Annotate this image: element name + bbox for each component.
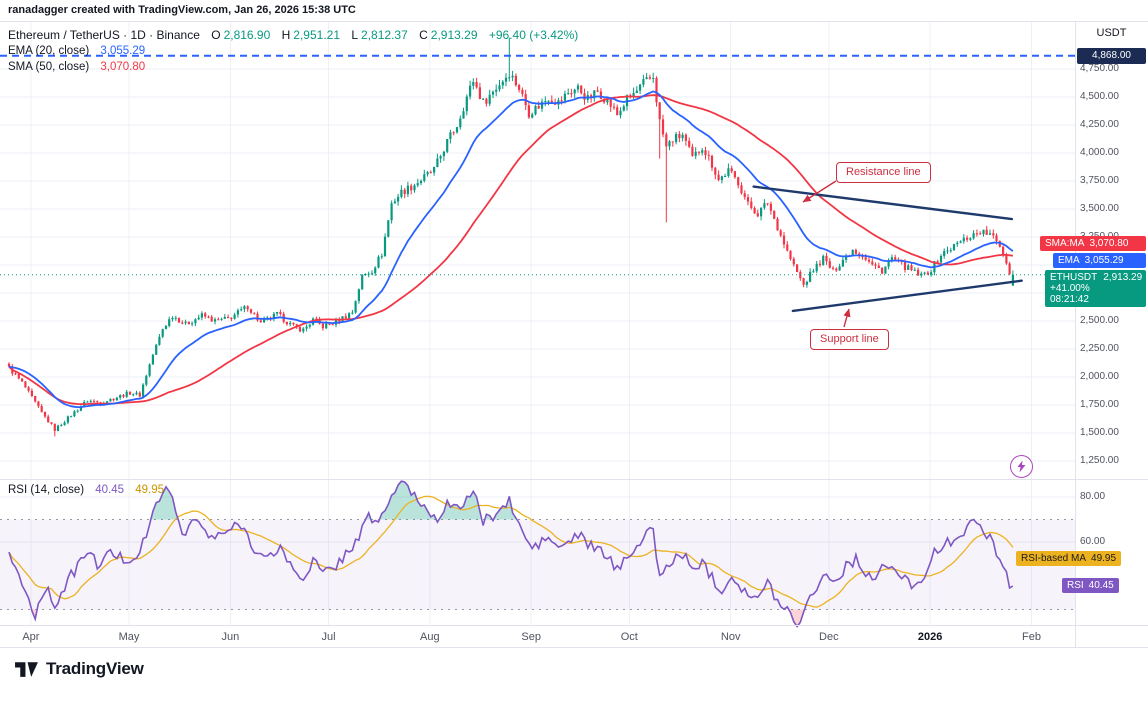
attribution-bar: ranadagger created with TradingView.com,… [0, 0, 1148, 22]
trendline-price-badge: 4,868.00 [1077, 48, 1146, 64]
rsi-legend-row[interactable]: RSI (14, close) 40.45 49.95 [8, 484, 164, 496]
rsi-ma-badge-value: 49.95 [1091, 553, 1117, 564]
rsi-ma-value-badge: RSI-based MA 49.95 [1016, 551, 1122, 566]
close-label: C [419, 28, 428, 42]
low-label: L [351, 28, 359, 42]
change-value: +96.40 (+3.42%) [488, 28, 579, 42]
low-value: 2,812.37 [361, 28, 408, 42]
ema-price-badge: EMA 3,055.29 [1053, 253, 1146, 268]
sma-legend-value: 3,070.80 [100, 61, 146, 73]
resistance-trendline[interactable] [752, 185, 1014, 221]
rsi-ma-legend-value: 49.95 [135, 484, 165, 496]
ema-badge-value: 3,055.29 [1084, 255, 1124, 266]
high-label: H [281, 28, 291, 42]
open-label: O [211, 28, 221, 42]
attribution-text: ranadagger created with TradingView.com,… [8, 4, 356, 16]
candles-layer [7, 37, 1014, 437]
rsi-value-badge: RSI 40.45 [1062, 578, 1119, 593]
support-annotation-arrow [843, 308, 851, 328]
sma-price-badge: SMA:MA 3,070.80 [1040, 236, 1146, 251]
lightning-bolt-icon [1017, 460, 1026, 473]
support-trendline[interactable] [791, 279, 1023, 313]
close-value: 2,913.29 [430, 28, 478, 42]
rsi-band [0, 519, 1075, 610]
rsi-ma-badge-label: RSI-based MA [1021, 553, 1087, 564]
support-annotation[interactable]: Support line [810, 329, 889, 350]
price-scale-currency-label: USDT [1096, 27, 1127, 39]
resistance-annotation[interactable]: Resistance line [836, 162, 931, 183]
last-price-badge: ETHUSDT 2,913.29 +41.00% 08:21:42 [1045, 270, 1146, 307]
ema-badge-label: EMA [1058, 255, 1080, 266]
rsi-line [8, 480, 1014, 628]
sma-badge-value: 3,070.80 [1089, 238, 1129, 249]
last-price-value: 2,913.29 [1103, 272, 1143, 283]
rsi-badge-label: RSI [1067, 580, 1084, 591]
last-price-ticker: ETHUSDT [1050, 272, 1098, 283]
bar-countdown: 08:21:42 [1050, 294, 1089, 305]
grid-layer [0, 22, 1075, 626]
tradingview-logo[interactable]: TradingView [14, 656, 144, 681]
symbol-title: Ethereum / TetherUS · 1D · Binance [8, 28, 200, 42]
pane-separators [0, 22, 1148, 648]
last-price-change-pct: +41.00% [1050, 283, 1090, 294]
tradingview-logo-text: TradingView [46, 658, 144, 678]
symbol-legend-row[interactable]: Ethereum / TetherUS · 1D · Binance O 2,81… [8, 28, 578, 42]
sma-legend-label: SMA (50, close) [8, 61, 90, 73]
ema-legend-row[interactable]: EMA (20, close) 3,055.29 [8, 45, 145, 57]
tradingview-mark-icon [15, 662, 38, 677]
resistance-annotation-arrow [802, 180, 837, 203]
rsi-legend-value: 40.45 [95, 484, 125, 496]
ema-legend-value: 3,055.29 [100, 45, 146, 57]
ema-legend-label: EMA (20, close) [8, 45, 90, 57]
sma-badge-label: SMA:MA [1045, 238, 1085, 249]
time-axis[interactable] [0, 626, 1075, 647]
sma-50-line [8, 94, 1014, 406]
flash-boost-button[interactable] [1010, 455, 1033, 478]
ema-20-line [8, 90, 1014, 409]
high-value: 2,951.21 [293, 28, 341, 42]
rsi-legend-label: RSI (14, close) [8, 484, 85, 496]
rsi-badge-value: 40.45 [1088, 580, 1114, 591]
sma-legend-row[interactable]: SMA (50, close) 3,070.80 [8, 61, 145, 73]
open-value: 2,816.90 [223, 28, 271, 42]
